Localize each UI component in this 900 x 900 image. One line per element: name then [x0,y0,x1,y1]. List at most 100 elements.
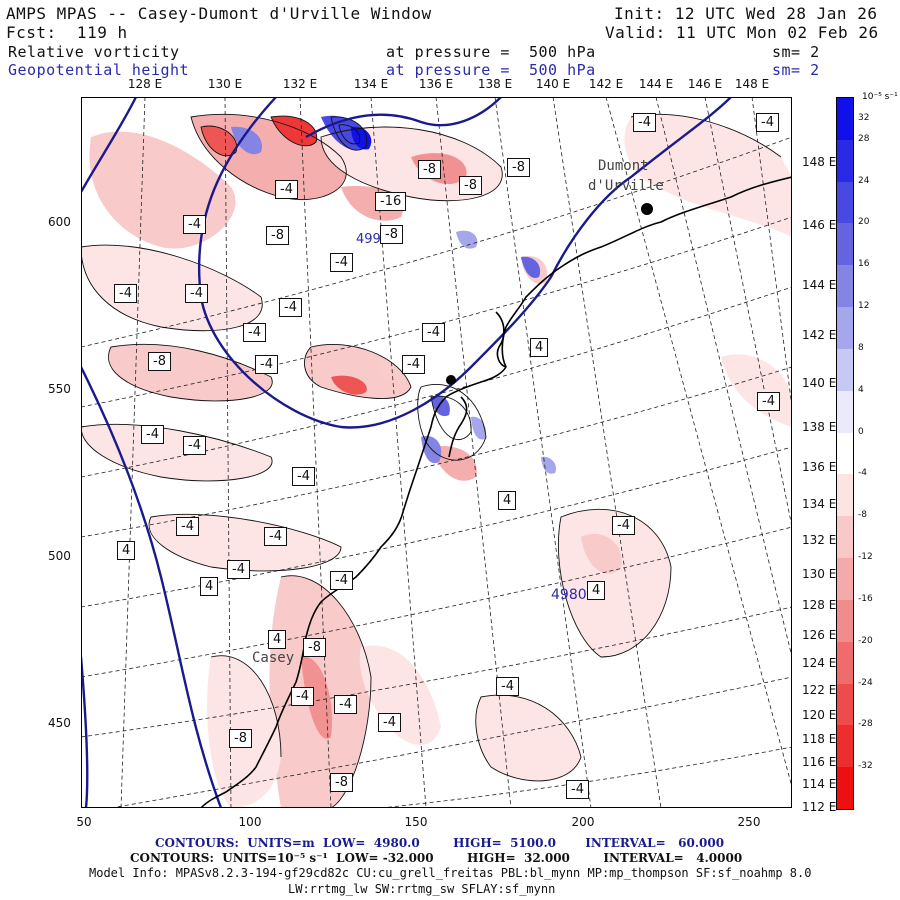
colorbar-level-label: 12 [858,301,870,312]
init-time: Init: 12 UTC Wed 28 Jan 26 [614,4,878,23]
lon-label: 134 E [353,77,389,91]
right-lat-label: 148 E [802,155,837,169]
colorbar-swatch [837,516,853,559]
colorbar-swatch [837,641,853,684]
vorticity-contour-label: -8 [459,176,482,195]
vorticity-contour-label: -8 [266,226,289,245]
field2-level: at pressure = 500 hPa [386,61,596,79]
vorticity-contour-label: -4 [264,527,287,546]
colorbar-level-label: 16 [858,259,870,270]
right-lat-label: 134 E [802,497,837,511]
vorticity-contour-label: -4 [255,355,278,374]
lon-label: 138 E [477,77,513,91]
map-frame [81,97,792,808]
vorticity-contour-label: -4 [612,516,635,535]
vorticity-contour-info: CONTOURS: UNITS=10⁻⁵ s⁻¹ LOW= -32.000 HI… [130,851,743,865]
vorticity-contour-label: -8 [507,158,530,177]
colorbar-swatch [837,223,853,266]
right-lat-label: 138 E [802,420,837,434]
colorbar-swatch [837,348,853,391]
colorbar-swatch [837,98,853,140]
vorticity-contour-label: -4 [756,113,779,132]
vorticity-contour-label: 4 [200,577,219,596]
colorbar-swatch [837,558,853,600]
right-lat-label: 118 E [802,732,837,746]
colorbar-swatch [837,474,853,517]
colorbar-level-label: 32 [858,112,870,123]
right-lat-label: 124 E [802,656,837,670]
x-tick-label: 150 [404,815,428,829]
colorbar-level-label: 4 [858,384,864,395]
vorticity-contour-label: -8 [229,729,252,748]
lon-label: 140 E [535,77,571,91]
vorticity-contour-label: -8 [418,160,441,179]
vorticity-contour-label: -4 [227,560,250,579]
dumont-label: Dumont [598,158,649,174]
colorbar-level-label: -20 [858,635,873,646]
colorbar-level-label: 28 [858,133,870,144]
vorticity-contour-label: 4 [587,581,606,600]
height-contour-label: 4980 [551,587,587,603]
field1-smoothing: sm= 2 [772,43,820,61]
colorbar-level-label: 0 [858,426,864,437]
colorbar-units: 10⁻⁵ s⁻¹ [862,92,898,102]
vorticity-contour-label: -8 [380,225,403,244]
lon-label: 142 E [588,77,624,91]
vorticity-contour-label: 4 [498,491,517,510]
field2-smoothing: sm= 2 [772,61,820,79]
lon-label: 144 E [638,77,674,91]
right-lat-label: 132 E [802,533,837,547]
station-marker [446,375,456,385]
field1-name: Relative vorticity [8,43,180,61]
vorticity-contour-label: -4 [402,355,425,374]
vorticity-contour-label: -8 [330,773,353,792]
vorticity-contour-label: -4 [243,323,266,342]
colorbar-swatch [837,181,853,224]
lon-label: 130 E [207,77,243,91]
coastline [200,176,792,808]
colorbar-level-label: 24 [858,175,870,186]
colorbar-swatch [837,767,853,809]
vorticity-contour-label: -4 [291,687,314,706]
right-lat-label: 116 E [802,755,837,769]
right-lat-label: 140 E [802,376,837,390]
vorticity-contour-label: -4 [378,713,401,732]
vorticity-contour-label: -4 [279,298,302,317]
durville-label: d'Urville [588,178,664,194]
colorbar-swatch [837,139,853,182]
vorticity-contour-label: -4 [330,571,353,590]
right-lat-label: 142 E [802,328,837,342]
forecast-hour: Fcst: 119 h [6,23,128,42]
vorticity-contour-label: -4 [757,392,780,411]
vorticity-contour-label: -8 [148,352,171,371]
model-info-physics: LW:rrtmg_lw SW:rrtmg_sw SFLAY:sf_mynn [288,882,556,896]
colorbar-level-label: -8 [858,510,867,521]
colorbar-level-label: -12 [858,552,873,563]
vorticity-contour-label: 4 [530,338,549,357]
right-lat-label: 146 E [802,218,837,232]
colorbar [836,97,854,810]
vorticity-contour-label: -4 [422,323,445,342]
vorticity-contour-label: -4 [275,180,298,199]
colorbar-level-label: 8 [858,342,864,353]
right-lat-label: 128 E [802,598,837,612]
casey-label: Casey [252,650,295,666]
colorbar-level-label: -24 [858,677,873,688]
y-tick-label: 450 [48,716,71,730]
vorticity-contour-label: -4 [141,425,164,444]
height-contour-info: CONTOURS: UNITS=m LOW= 4980.0 HIGH= 5100… [155,836,725,850]
vorticity-contour-label: -16 [375,192,407,211]
vorticity-contour-label: -4 [330,253,353,272]
vorticity-contour-label: -4 [176,517,199,536]
vorticity-contour-label: 4 [268,630,287,649]
right-lat-label: 122 E [802,683,837,697]
colorbar-swatch [837,432,853,475]
field1-level: at pressure = 500 hPa [386,43,596,61]
lon-label: 136 E [418,77,454,91]
right-lat-label: 136 E [802,460,837,474]
lon-label: 128 E [127,77,163,91]
vorticity-contour-label: -4 [292,467,315,486]
vorticity-contour-label: -4 [334,695,357,714]
dumont-durville-station-marker [641,203,653,215]
